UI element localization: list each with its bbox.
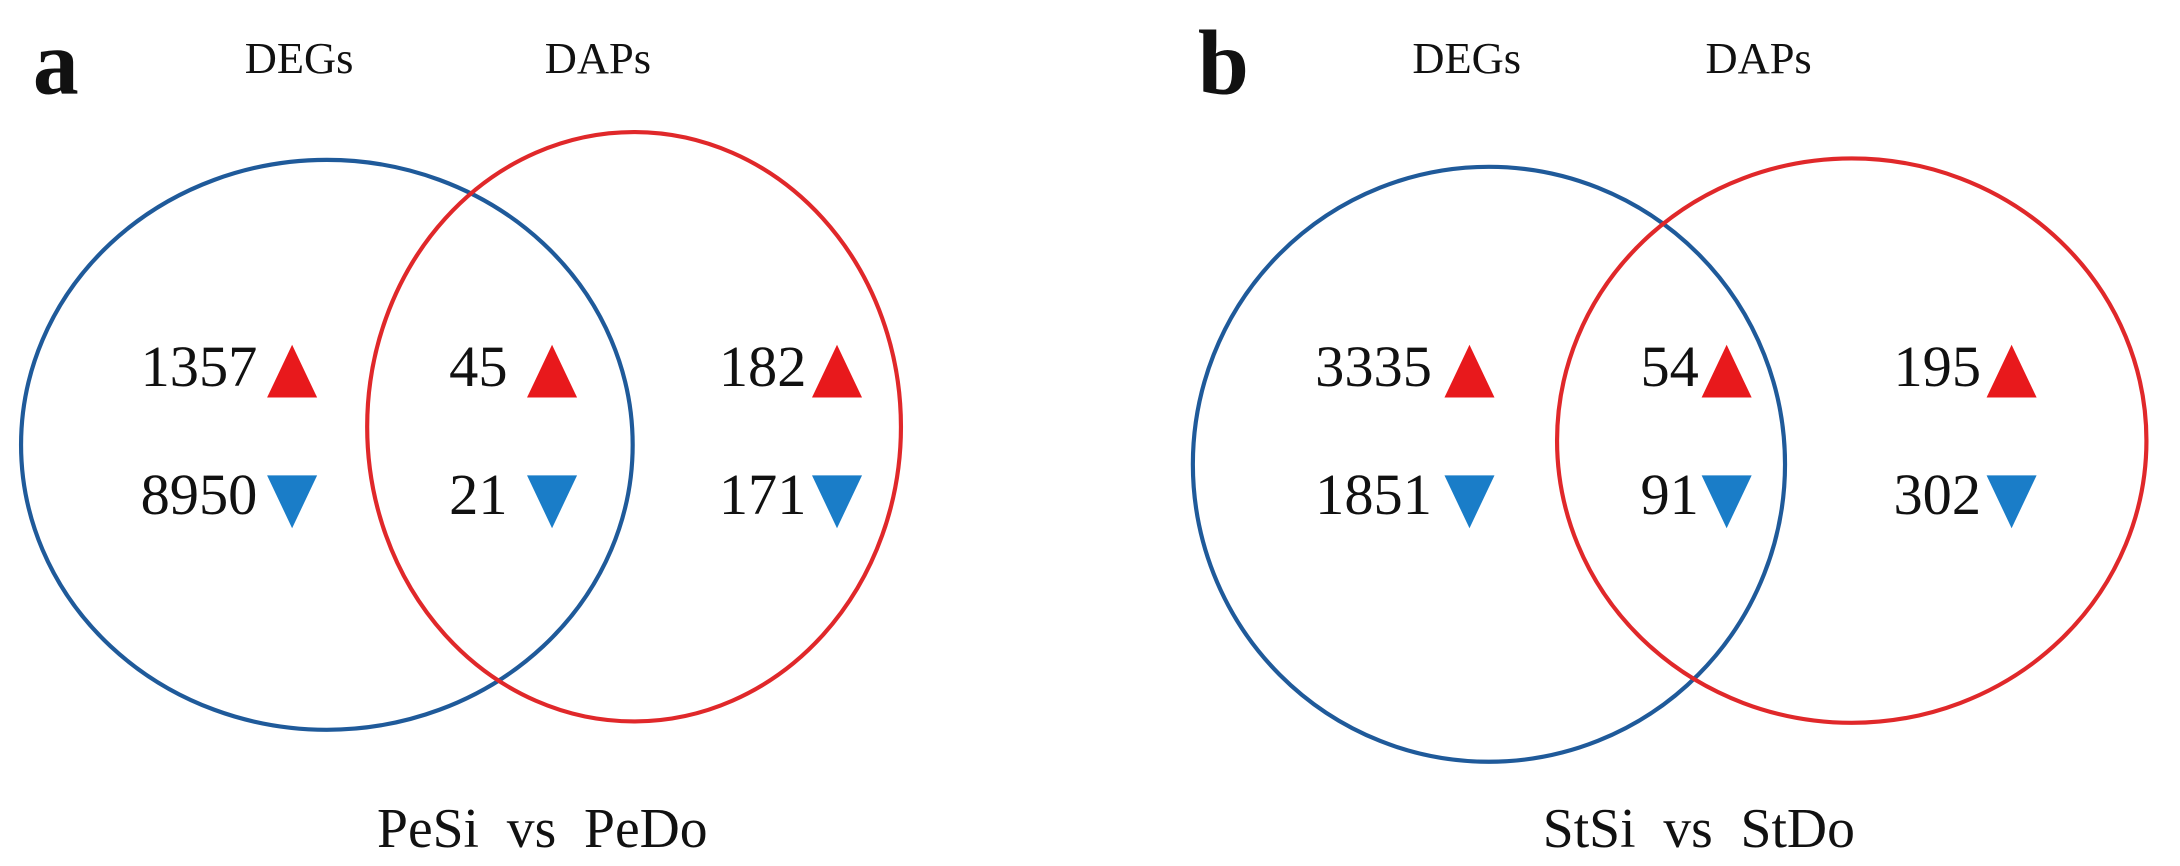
set-circle <box>365 129 904 724</box>
set-circle <box>1190 164 1788 764</box>
up-arrow <box>811 344 863 398</box>
up-count: 195 <box>1893 334 1981 399</box>
down-arrow <box>1444 475 1495 529</box>
up-arrow <box>267 344 318 398</box>
down-arrow <box>811 475 863 529</box>
up-count: 3335 <box>1315 334 1432 399</box>
up-arrow <box>1444 344 1495 398</box>
down-count: 8950 <box>141 462 258 527</box>
up-count: 45 <box>449 334 507 399</box>
down-count: 171 <box>719 462 807 527</box>
comparison-label: StSi vs StDo <box>1543 798 1855 860</box>
set-label: DAPs <box>545 33 651 83</box>
down-arrow <box>267 475 318 529</box>
down-count: 1851 <box>1315 462 1432 527</box>
down-arrow <box>527 475 578 529</box>
panel-letter: b <box>1198 11 1249 113</box>
up-count: 1357 <box>141 334 258 399</box>
up-count: 182 <box>719 334 807 399</box>
down-arrow <box>1701 475 1752 529</box>
set-label: DAPs <box>1705 33 1811 83</box>
up-arrow <box>527 344 578 398</box>
comparison-label: PeSi vs PeDo <box>377 798 708 860</box>
set-circle <box>18 157 635 732</box>
down-count: 91 <box>1640 462 1698 527</box>
down-count: 21 <box>449 462 507 527</box>
set-label: DEGs <box>245 33 354 83</box>
up-arrow <box>1986 344 2037 398</box>
down-arrow <box>1986 475 2037 529</box>
up-count: 54 <box>1640 334 1698 399</box>
up-arrow <box>1701 344 1752 398</box>
panel-letter: a <box>33 11 79 113</box>
set-circle <box>1554 156 2149 725</box>
down-count: 302 <box>1893 462 1981 527</box>
set-label: DEGs <box>1412 33 1521 83</box>
